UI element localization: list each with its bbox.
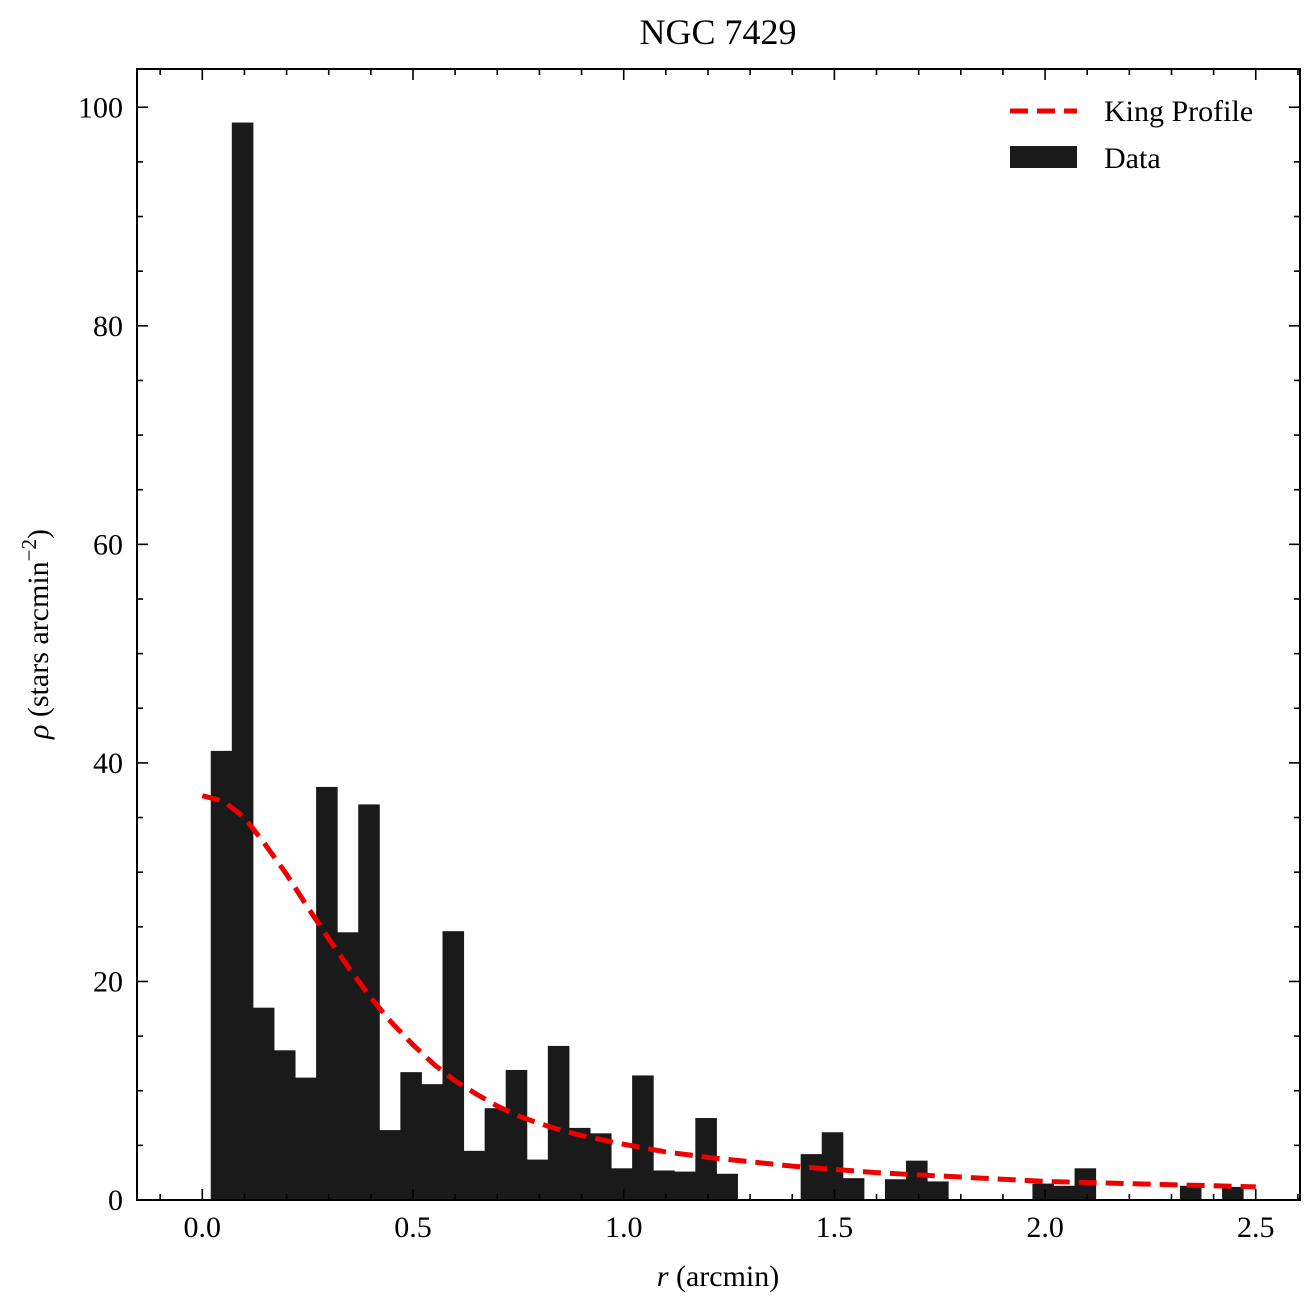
legend-label-data: Data xyxy=(1104,142,1161,175)
histogram-bar xyxy=(632,1075,654,1200)
histogram-bar xyxy=(526,1159,549,1200)
y-tick-label: 100 xyxy=(78,91,123,124)
x-tick-label: 2.0 xyxy=(1026,1211,1064,1244)
x-axis-variable: r xyxy=(657,1260,669,1293)
histogram-bar xyxy=(1053,1185,1076,1200)
histogram-bar xyxy=(337,932,359,1200)
histogram-bar xyxy=(463,1150,486,1200)
histogram-bar xyxy=(442,931,465,1200)
y-tick-label: 80 xyxy=(93,310,123,343)
histogram-bar xyxy=(252,1007,275,1200)
histogram-bar xyxy=(927,1181,949,1200)
histogram-bar xyxy=(273,1050,296,1200)
plot-frame xyxy=(136,68,1301,1201)
chart-title: NGC 7429 xyxy=(639,12,796,52)
x-tick-label: 1.5 xyxy=(816,1211,854,1244)
histogram-bar xyxy=(568,1127,591,1200)
histogram-bar xyxy=(210,750,233,1200)
histogram-bar xyxy=(1222,1186,1244,1200)
histogram-bar xyxy=(906,1160,928,1200)
y-tick-label: 20 xyxy=(93,965,123,998)
y-axis-unit-post: ) xyxy=(22,529,55,539)
histogram-bar xyxy=(884,1179,907,1200)
y-tick-labels: 0 20 40 60 80 100 xyxy=(78,91,123,1217)
x-tick-label: 2.5 xyxy=(1237,1211,1275,1244)
histogram-bar xyxy=(505,1069,528,1200)
y-axis-variable: ρ xyxy=(22,725,55,740)
y-tick-label: 0 xyxy=(108,1184,123,1217)
histogram-bar xyxy=(1179,1185,1202,1200)
histogram-bar xyxy=(800,1154,823,1200)
plot-area xyxy=(201,122,1256,1200)
histogram-bar xyxy=(1032,1183,1054,1200)
histogram-bar xyxy=(358,804,380,1200)
x-axis-unit: (arcmin) xyxy=(668,1260,779,1293)
y-tick-label: 40 xyxy=(93,747,123,780)
histogram-bar xyxy=(674,1171,696,1200)
histogram-bar xyxy=(547,1045,570,1200)
histogram-bar xyxy=(379,1130,401,1200)
histogram-bar xyxy=(589,1133,612,1200)
x-tick-label: 0.0 xyxy=(184,1211,222,1244)
histogram-bar xyxy=(611,1168,633,1200)
histogram-bar xyxy=(316,786,338,1200)
legend-label-king-profile: King Profile xyxy=(1104,95,1253,128)
x-tick-labels: 0.0 0.5 1.0 1.5 2.0 2.5 xyxy=(184,1211,1275,1244)
histogram-bar xyxy=(400,1072,422,1200)
x-tick-label: 1.0 xyxy=(605,1211,643,1244)
histogram-bar xyxy=(653,1170,675,1200)
histogram-bar xyxy=(484,1108,507,1200)
series-line-king-profile xyxy=(201,793,1256,1190)
histogram-bar xyxy=(716,1173,738,1200)
y-axis-label: ρ (stars arcmin−2) xyxy=(17,529,55,740)
histogram-bar xyxy=(421,1084,443,1200)
legend-swatch-data xyxy=(1010,146,1077,168)
histogram-bar xyxy=(295,1077,317,1200)
legend: King Profile Data xyxy=(1010,95,1253,175)
y-axis-unit-pre: (stars arcmin xyxy=(22,561,55,724)
x-axis-label: r (arcmin) xyxy=(657,1260,779,1293)
histogram-bar xyxy=(231,122,254,1200)
histogram-bar xyxy=(821,1132,844,1200)
y-axis-unit-exponent: −2 xyxy=(17,539,41,561)
y-tick-label: 60 xyxy=(93,528,123,561)
axis-ticks xyxy=(137,69,1300,1201)
histogram-bars xyxy=(210,122,1244,1200)
x-tick-label: 0.5 xyxy=(394,1211,432,1244)
histogram-bar xyxy=(842,1178,865,1200)
